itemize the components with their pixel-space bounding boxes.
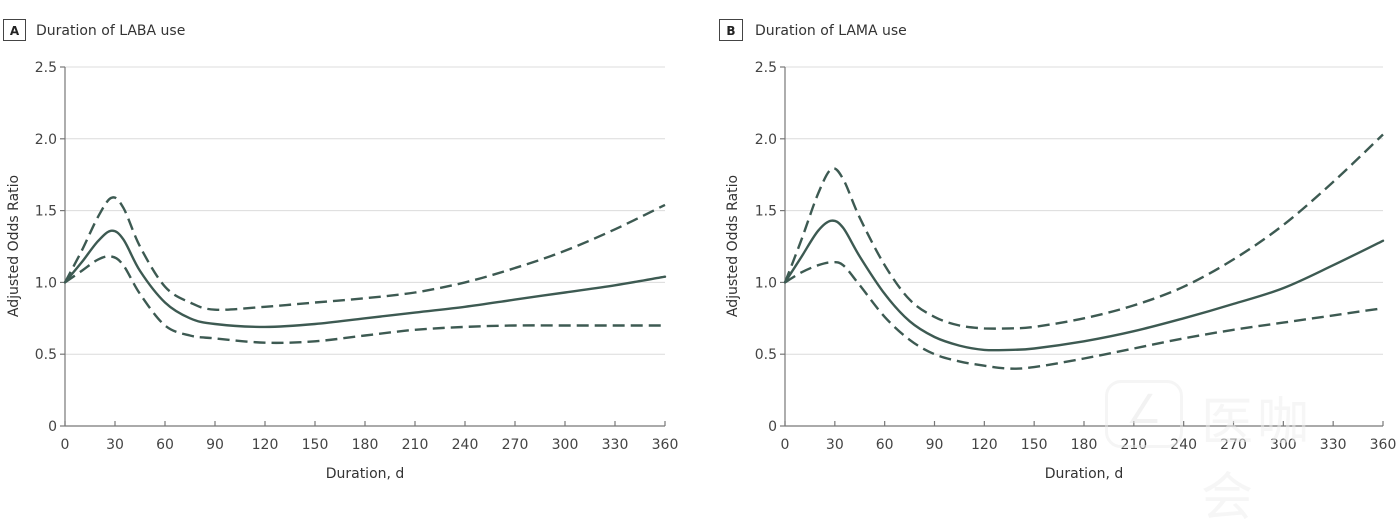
y-tick-label: 2.0 [755,132,777,148]
x-tick-label: 90 [926,437,944,453]
panel-title: Duration of LAMA use [755,23,907,39]
x-tick-label: 150 [302,437,329,453]
x-tick-label: 270 [1220,437,1247,453]
panel-label: A [10,24,20,38]
odds-ratio-line [63,229,667,329]
x-tick-label: 120 [252,437,279,453]
panel-label-box [3,19,26,41]
x-tick-label: 180 [1071,437,1098,453]
panel-label-box [719,19,743,41]
x-tick-label: 180 [352,437,379,453]
panel-label: B [726,24,735,38]
x-tick-label: 360 [652,437,679,453]
x-tick-label: 210 [402,437,429,453]
panel-a: A Duration of LABA use 00.51.01.52.02.50… [3,19,679,482]
y-tick-label: 0 [768,419,777,435]
x-tick-label: 330 [602,437,629,453]
x-tick-label: 0 [61,437,70,453]
odds-ratio-line [783,219,1385,352]
y-tick-label: 0.5 [755,347,777,363]
y-axis-title: Adjusted Odds Ratio [725,175,741,317]
panel-b: B Duration of LAMA use 00.51.01.52.02.50… [719,19,1397,482]
x-tick-label: 240 [1170,437,1197,453]
upper-ci-line [63,196,666,312]
y-tick-label: 1.5 [755,204,777,220]
x-tick-label: 300 [552,437,579,453]
curves [63,196,667,345]
x-tick-label: 0 [781,437,790,453]
lower-ci-line [784,260,1384,370]
x-tick-label: 60 [876,437,894,453]
y-tick-label: 0 [48,419,57,435]
y-tick-label: 0.5 [35,347,57,363]
gridlines [65,66,665,355]
curves [783,133,1385,370]
x-tick-label: 150 [1021,437,1048,453]
x-tick-label: 30 [106,437,124,453]
figure: A Duration of LABA use 00.51.01.52.02.50… [3,19,1397,482]
x-tick-label: 300 [1270,437,1297,453]
y-tick-label: 2.0 [35,132,57,148]
upper-ci-line [783,133,1384,330]
y-axis-title: Adjusted Odds Ratio [6,175,22,317]
x-tick-label: 120 [971,437,998,453]
x-tick-label: 360 [1370,437,1397,453]
x-tick-label: 60 [156,437,174,453]
y-tick-label: 1.5 [35,204,57,220]
lower-ci-line [64,255,665,345]
x-tick-label: 90 [206,437,224,453]
panel-title: Duration of LABA use [36,23,185,39]
axes: 0 0.5 1.0 1.5 2.0 2.5 0 30 60 90 120 150 180 210 240 27… [35,60,679,453]
x-tick-label: 210 [1120,437,1147,453]
x-tick-label: 270 [502,437,529,453]
y-tick-label: 1.0 [35,275,57,291]
x-tick-label: 30 [826,437,844,453]
y-tick-label: 2.5 [755,60,777,76]
x-tick-label: 240 [452,437,479,453]
gridlines [785,66,1383,355]
x-axis-title: Duration, d [326,466,405,482]
x-axis-title: Duration, d [1045,466,1124,482]
x-tick-label: 330 [1320,437,1347,453]
axes: 0 0.5 1.0 1.5 2.0 2.5 0 30 60 90 120 150 180 210 240 27… [755,60,1397,453]
y-tick-label: 1.0 [755,275,777,291]
y-tick-label: 2.5 [35,60,57,76]
